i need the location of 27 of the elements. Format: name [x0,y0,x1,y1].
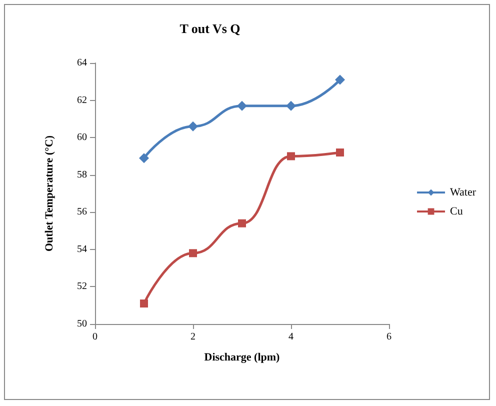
legend-label: Water [450,186,476,198]
y-axis-title: Outlet Temperature (°C) [44,135,56,252]
point [287,152,295,160]
x-axis-title: Discharge (lpm) [204,352,280,364]
point [189,249,197,258]
point [286,100,296,111]
y-tick-label: 56 [77,206,87,218]
point [237,100,247,111]
x-tick-label: 6 [386,332,392,342]
point [140,299,148,308]
point [139,153,149,164]
point [238,219,246,228]
x-tick-label: 0 [92,332,98,342]
x-tick-label: 2 [190,332,196,342]
y-tick-label: 62 [77,94,87,106]
y-tick-label: 54 [77,244,87,255]
y-tick-label: 50 [77,318,87,330]
point [335,74,345,85]
y-tick-label: 64 [77,58,87,68]
point [336,148,344,156]
chart-title: T out Vs Q [180,21,240,36]
point [188,121,198,132]
x-tick-label: 4 [288,332,294,342]
y-tick-label: 58 [77,169,87,180]
y-tick-label: 60 [77,132,87,144]
legend-label: Cu [450,206,464,218]
y-tick-label: 52 [77,281,87,292]
